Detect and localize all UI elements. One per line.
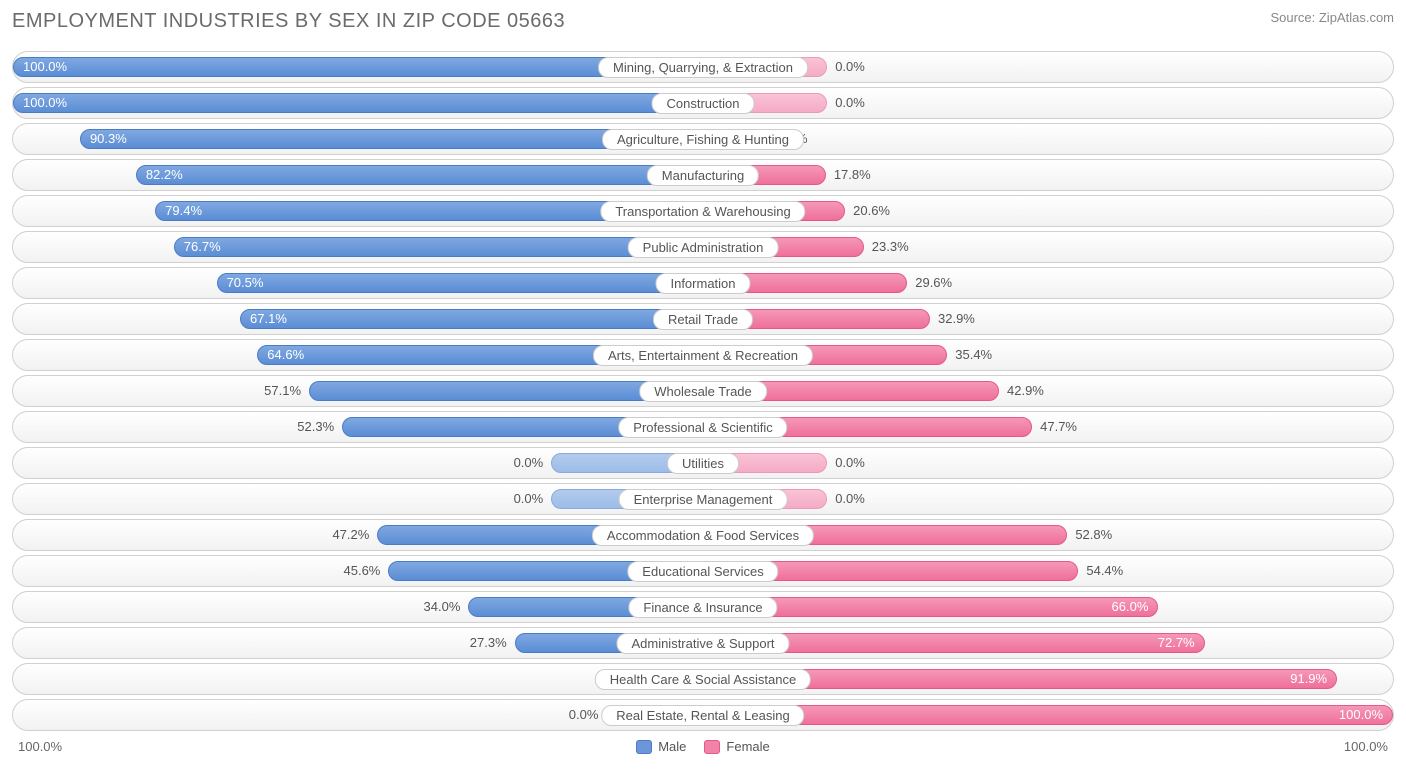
- male-swatch: [636, 740, 652, 754]
- axis-left-label: 100.0%: [18, 739, 62, 754]
- chart-row: 90.3%9.7%Agriculture, Fishing & Hunting: [12, 123, 1394, 155]
- male-pct-label: 57.1%: [264, 383, 301, 398]
- legend-female: Female: [704, 739, 769, 754]
- chart-row: 79.4% 20.6% Transportation & Warehousing: [12, 195, 1394, 227]
- chart-row: 34.0% 66.0% Finance & Insurance: [12, 591, 1394, 623]
- chart-row: 100.0% 0.0% Construction: [12, 87, 1394, 119]
- diverging-bar-chart: 100.0% 0.0% Mining, Quarrying, & Extractio…: [12, 51, 1394, 731]
- chart-row: 57.1% 42.9% Wholesale Trade: [12, 375, 1394, 407]
- chart-row: 27.3% 72.7% Administrative & Support: [12, 627, 1394, 659]
- male-pct-label: 0.0%: [569, 707, 599, 722]
- chart-title: EMPLOYMENT INDUSTRIES BY SEX IN ZIP CODE…: [12, 10, 565, 33]
- chart-row: 82.2% 17.8% Manufacturing: [12, 159, 1394, 191]
- female-pct-label: 0.0%: [835, 59, 865, 74]
- chart-row: 76.7% 23.3% Public Administration: [12, 231, 1394, 263]
- legend-female-label: Female: [726, 739, 769, 754]
- male-pct-label: 100.0%: [23, 59, 67, 74]
- male-pct-label: 47.2%: [332, 527, 369, 542]
- female-pct-label: 0.0%: [835, 95, 865, 110]
- female-pct-label: 35.4%: [955, 347, 992, 362]
- category-label: Public Administration: [628, 237, 779, 258]
- male-bar: [13, 93, 703, 113]
- female-pct-label: 17.8%: [834, 167, 871, 182]
- male-pct-label: 52.3%: [297, 419, 334, 434]
- female-pct-label: 42.9%: [1007, 383, 1044, 398]
- category-label: Agriculture, Fishing & Hunting: [602, 129, 804, 150]
- female-pct-label: 72.7%: [1158, 635, 1195, 650]
- chart-row: 67.1% 32.9% Retail Trade: [12, 303, 1394, 335]
- male-bar: [240, 309, 703, 329]
- male-pct-label: 70.5%: [227, 275, 264, 290]
- category-label: Enterprise Management: [619, 489, 788, 510]
- chart-row: 0.0% 100.0% Real Estate, Rental & Leasing: [12, 699, 1394, 731]
- female-pct-label: 91.9%: [1290, 671, 1327, 686]
- female-pct-label: 20.6%: [853, 203, 890, 218]
- female-pct-label: 54.4%: [1086, 563, 1123, 578]
- male-pct-label: 34.0%: [424, 599, 461, 614]
- male-pct-label: 0.0%: [514, 455, 544, 470]
- male-pct-label: 45.6%: [344, 563, 381, 578]
- male-pct-label: 67.1%: [250, 311, 287, 326]
- category-label: Information: [655, 273, 750, 294]
- female-pct-label: 47.7%: [1040, 419, 1077, 434]
- category-label: Manufacturing: [647, 165, 759, 186]
- category-label: Retail Trade: [653, 309, 753, 330]
- category-label: Wholesale Trade: [639, 381, 767, 402]
- female-swatch: [704, 740, 720, 754]
- category-label: Health Care & Social Assistance: [595, 669, 811, 690]
- female-pct-label: 52.8%: [1075, 527, 1112, 542]
- female-pct-label: 32.9%: [938, 311, 975, 326]
- female-pct-label: 23.3%: [872, 239, 909, 254]
- chart-header: EMPLOYMENT INDUSTRIES BY SEX IN ZIP CODE…: [12, 10, 1394, 33]
- chart-row: 70.5% 29.6% Information: [12, 267, 1394, 299]
- male-pct-label: 79.4%: [165, 203, 202, 218]
- category-label: Finance & Insurance: [628, 597, 777, 618]
- category-label: Administrative & Support: [616, 633, 789, 654]
- category-label: Professional & Scientific: [618, 417, 787, 438]
- category-label: Mining, Quarrying, & Extraction: [598, 57, 808, 78]
- female-pct-label: 66.0%: [1112, 599, 1149, 614]
- axis-right-label: 100.0%: [1344, 739, 1388, 754]
- male-pct-label: 100.0%: [23, 95, 67, 110]
- male-bar: [217, 273, 703, 293]
- male-bar: [136, 165, 703, 185]
- chart-row: 0.0% 0.0% Enterprise Management: [12, 483, 1394, 515]
- male-pct-label: 82.2%: [146, 167, 183, 182]
- chart-row: 47.2% 52.8% Accommodation & Food Services: [12, 519, 1394, 551]
- male-pct-label: 64.6%: [267, 347, 304, 362]
- category-label: Utilities: [667, 453, 739, 474]
- category-label: Construction: [652, 93, 755, 114]
- category-label: Real Estate, Rental & Leasing: [601, 705, 804, 726]
- chart-row: 0.0% 0.0% Utilities: [12, 447, 1394, 479]
- category-label: Transportation & Warehousing: [600, 201, 805, 222]
- source-attribution: Source: ZipAtlas.com: [1270, 10, 1394, 25]
- male-bar: [174, 237, 703, 257]
- legend-male-label: Male: [658, 739, 686, 754]
- female-pct-label: 0.0%: [835, 455, 865, 470]
- male-pct-label: 90.3%: [90, 131, 127, 146]
- category-label: Arts, Entertainment & Recreation: [593, 345, 813, 366]
- male-pct-label: 0.0%: [514, 491, 544, 506]
- female-pct-label: 29.6%: [915, 275, 952, 290]
- male-pct-label: 27.3%: [470, 635, 507, 650]
- category-label: Educational Services: [627, 561, 778, 582]
- female-pct-label: 0.0%: [835, 491, 865, 506]
- chart-footer: 100.0% Male Female 100.0%: [12, 739, 1394, 754]
- category-label: Accommodation & Food Services: [592, 525, 814, 546]
- chart-row: 64.6% 35.4% Arts, Entertainment & Recreati…: [12, 339, 1394, 371]
- chart-row: 45.6% 54.4% Educational Services: [12, 555, 1394, 587]
- chart-row: 8.1%91.9%Health Care & Social Assistance: [12, 663, 1394, 695]
- male-pct-label: 76.7%: [184, 239, 221, 254]
- legend: Male Female: [636, 739, 770, 754]
- female-pct-label: 100.0%: [1339, 707, 1383, 722]
- female-bar: [703, 705, 1393, 725]
- legend-male: Male: [636, 739, 686, 754]
- chart-row: 52.3% 47.7% Professional & Scientific: [12, 411, 1394, 443]
- chart-row: 100.0% 0.0% Mining, Quarrying, & Extractio…: [12, 51, 1394, 83]
